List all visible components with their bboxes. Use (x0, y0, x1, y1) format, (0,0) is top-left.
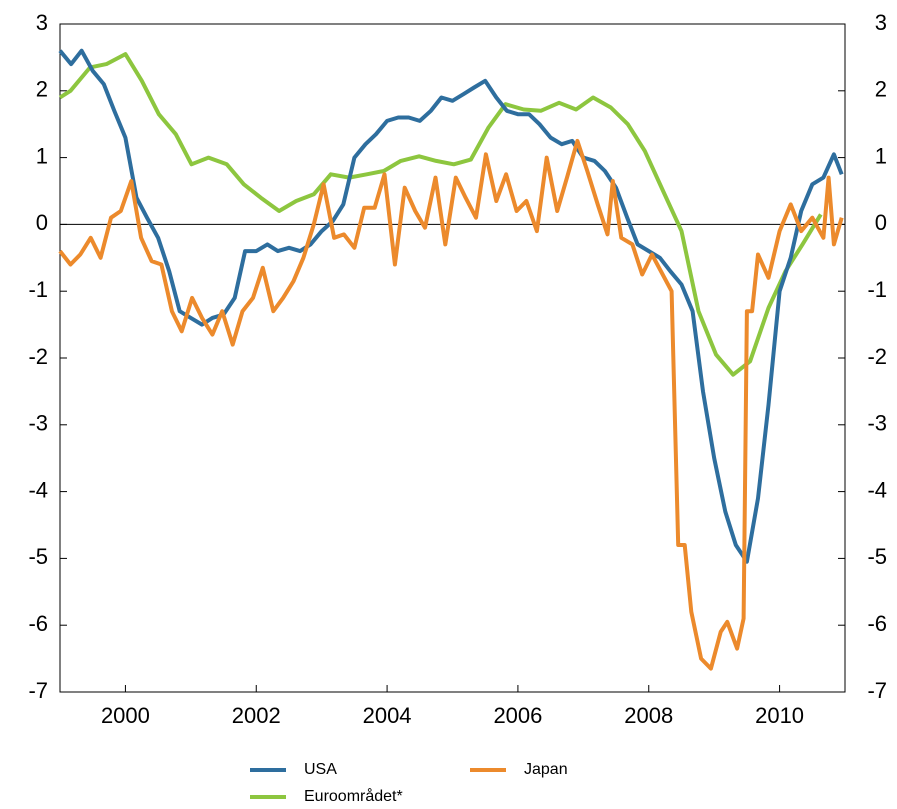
legend-label: Japan (524, 761, 568, 778)
series-line (58, 138, 844, 671)
y-tick-label: -2 (28, 344, 48, 369)
y-tick-label: -6 (28, 611, 48, 636)
y2-tick-label: -6 (867, 611, 887, 636)
y-tick-label: -4 (28, 477, 48, 502)
x-tick-label: 2000 (101, 703, 150, 728)
series-line (58, 48, 844, 564)
y2-tick-label: -7 (867, 678, 887, 703)
y-tick-label: -3 (28, 411, 48, 436)
y-tick-label: -7 (28, 678, 48, 703)
x-tick-label: 2008 (624, 703, 673, 728)
x-tick-label: 2002 (232, 703, 281, 728)
legend-label: Euroområdet* (304, 787, 403, 805)
x-tick-label: 2010 (755, 703, 804, 728)
legend-label: USA (304, 761, 337, 778)
x-tick-label: 2004 (363, 703, 412, 728)
y2-tick-label: -2 (867, 344, 887, 369)
y-tick-label: -1 (28, 277, 48, 302)
y2-tick-label: 1 (875, 143, 887, 168)
y-tick-label: 1 (36, 143, 48, 168)
y2-tick-label: 0 (875, 210, 887, 235)
plot-frame (59, 23, 846, 693)
y2-tick-label: 2 (875, 77, 887, 102)
y-tick-label: 2 (36, 77, 48, 102)
x-tick-label: 2006 (493, 703, 542, 728)
y2-tick-label: 3 (875, 10, 887, 35)
y2-tick-label: -3 (867, 411, 887, 436)
y-tick-label: 3 (36, 10, 48, 35)
y2-tick-label: -5 (867, 544, 887, 569)
y-tick-label: -5 (28, 544, 48, 569)
series-line (58, 52, 823, 377)
y-tick-label: 0 (36, 210, 48, 235)
y2-tick-label: -4 (867, 477, 887, 502)
y2-tick-label: -1 (867, 277, 887, 302)
